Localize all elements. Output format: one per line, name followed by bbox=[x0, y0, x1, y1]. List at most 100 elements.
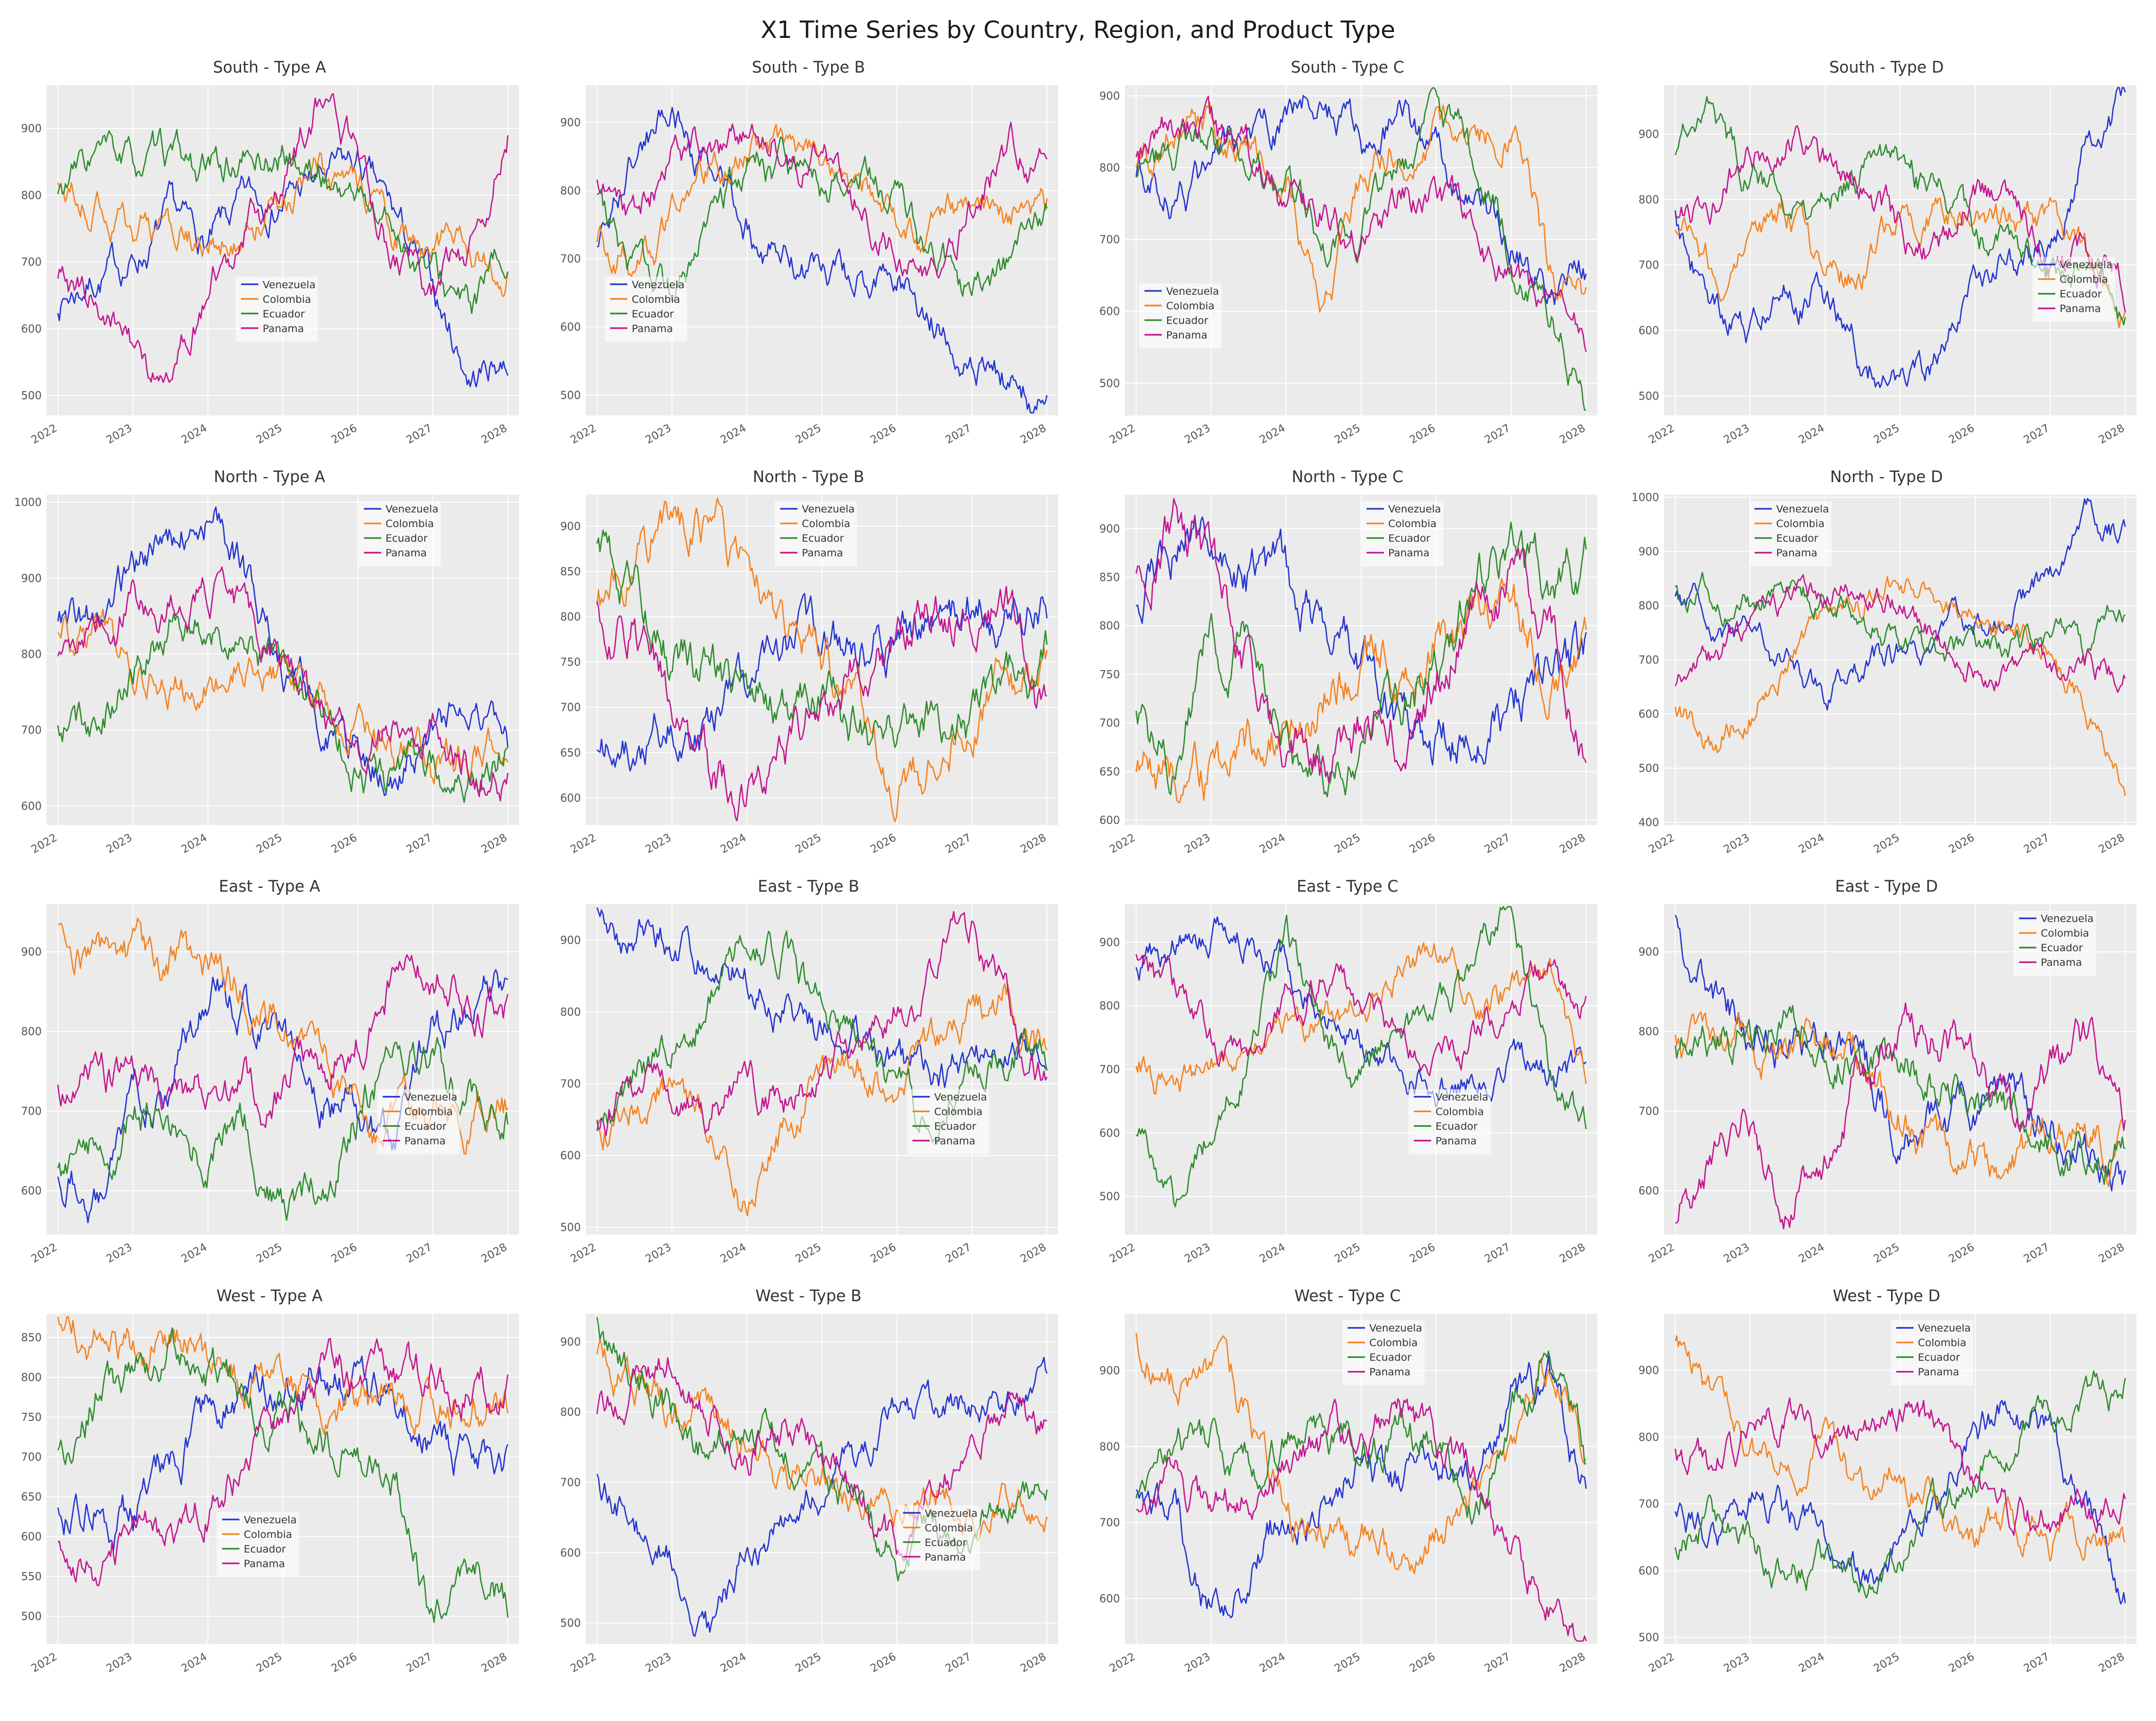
svg-text:2022: 2022 bbox=[1646, 1241, 1676, 1265]
svg-text:Ecuador: Ecuador bbox=[244, 1543, 286, 1555]
svg-text:2023: 2023 bbox=[1182, 421, 1212, 446]
svg-text:700: 700 bbox=[560, 701, 581, 714]
svg-text:Ecuador: Ecuador bbox=[632, 308, 674, 320]
svg-text:700: 700 bbox=[1638, 1105, 1659, 1118]
svg-text:600: 600 bbox=[1638, 324, 1659, 337]
svg-text:Venezuela: Venezuela bbox=[405, 1092, 458, 1103]
svg-text:Colombia: Colombia bbox=[1435, 1106, 1484, 1118]
svg-text:2024: 2024 bbox=[1257, 1650, 1287, 1675]
subplot-north-type-d: North - Type D 400 500 600 700 800 900 1000 202… bbox=[1617, 461, 2156, 871]
svg-text:2023: 2023 bbox=[1721, 831, 1751, 856]
svg-text:2022: 2022 bbox=[568, 421, 598, 446]
svg-text:600: 600 bbox=[560, 1546, 581, 1559]
svg-text:750: 750 bbox=[1099, 668, 1120, 681]
svg-text:2028: 2028 bbox=[2096, 1241, 2126, 1265]
plot-south-type-a: 500 600 700 800 900 2022 2023 2024 2025 2026 2027 2… bbox=[21, 85, 520, 446]
svg-text:750: 750 bbox=[21, 1411, 42, 1424]
svg-text:700: 700 bbox=[560, 1476, 581, 1489]
svg-text:Panama: Panama bbox=[1388, 547, 1429, 559]
svg-text:2027: 2027 bbox=[943, 831, 973, 856]
plot-north-type-a: 600 700 800 900 1000 2022 2023 2024 2025 2026 2027… bbox=[14, 495, 520, 856]
svg-text:2023: 2023 bbox=[643, 421, 674, 446]
svg-text:2027: 2027 bbox=[2021, 421, 2051, 446]
svg-text:Venezuela: Venezuela bbox=[386, 503, 439, 515]
svg-text:Venezuela: Venezuela bbox=[1918, 1322, 1971, 1334]
svg-text:900: 900 bbox=[560, 933, 581, 946]
svg-text:Colombia: Colombia bbox=[925, 1522, 973, 1534]
svg-text:2025: 2025 bbox=[793, 831, 824, 856]
svg-text:500: 500 bbox=[21, 389, 42, 402]
svg-text:2028: 2028 bbox=[1557, 831, 1588, 856]
svg-text:Venezuela: Venezuela bbox=[1166, 285, 1219, 297]
svg-text:2025: 2025 bbox=[254, 1241, 284, 1265]
svg-text:700: 700 bbox=[21, 256, 42, 269]
svg-text:700: 700 bbox=[21, 724, 42, 737]
svg-text:2027: 2027 bbox=[404, 1650, 435, 1675]
svg-text:Venezuela: Venezuela bbox=[934, 1092, 987, 1103]
subplot-south-type-a: South - Type A 500 600 700 800 900 2022 2023 20… bbox=[0, 51, 539, 461]
subplot-south-type-b: South - Type B 500 600 700 800 900 2022 2023 20… bbox=[539, 51, 1078, 461]
svg-text:2028: 2028 bbox=[2096, 1650, 2126, 1675]
svg-text:2022: 2022 bbox=[568, 831, 598, 856]
svg-text:900: 900 bbox=[1638, 128, 1659, 141]
svg-text:2025: 2025 bbox=[793, 421, 824, 446]
subplot-title: South - Type A bbox=[212, 58, 326, 76]
svg-text:2024: 2024 bbox=[179, 831, 209, 856]
svg-text:2025: 2025 bbox=[1871, 1241, 1901, 1265]
subplot-title: North - Type D bbox=[1830, 467, 1943, 486]
svg-text:600: 600 bbox=[1099, 1126, 1120, 1139]
svg-text:2023: 2023 bbox=[104, 421, 134, 446]
svg-text:Venezuela: Venezuela bbox=[2060, 259, 2113, 271]
svg-text:Colombia: Colombia bbox=[632, 294, 680, 306]
svg-text:Ecuador: Ecuador bbox=[1918, 1352, 1960, 1363]
svg-text:2023: 2023 bbox=[643, 1650, 674, 1675]
svg-text:700: 700 bbox=[1099, 1516, 1120, 1529]
svg-text:Colombia: Colombia bbox=[405, 1106, 453, 1118]
svg-text:2026: 2026 bbox=[1946, 421, 1976, 446]
svg-text:Colombia: Colombia bbox=[244, 1529, 292, 1541]
svg-text:2024: 2024 bbox=[1257, 1241, 1287, 1265]
svg-text:400: 400 bbox=[1638, 816, 1659, 829]
svg-text:800: 800 bbox=[1099, 619, 1120, 632]
svg-text:Panama: Panama bbox=[934, 1135, 975, 1147]
svg-text:Ecuador: Ecuador bbox=[2041, 942, 2083, 954]
svg-text:500: 500 bbox=[560, 388, 581, 401]
svg-text:900: 900 bbox=[1099, 1364, 1120, 1377]
svg-text:2026: 2026 bbox=[1407, 1241, 1438, 1265]
svg-text:Colombia: Colombia bbox=[1918, 1337, 1966, 1349]
svg-text:600: 600 bbox=[1638, 1184, 1659, 1197]
svg-text:2028: 2028 bbox=[1557, 1650, 1588, 1675]
svg-text:Panama: Panama bbox=[802, 547, 843, 559]
svg-text:Panama: Panama bbox=[632, 323, 673, 335]
svg-text:2025: 2025 bbox=[254, 831, 284, 856]
plot-north-type-b: 600 650 700 750 800 850 900 2022 2023 2024 2025 202… bbox=[560, 495, 1059, 856]
svg-text:Colombia: Colombia bbox=[934, 1106, 982, 1118]
svg-text:700: 700 bbox=[1638, 1497, 1659, 1510]
svg-text:800: 800 bbox=[21, 1025, 42, 1038]
svg-text:2027: 2027 bbox=[404, 421, 435, 446]
svg-text:2023: 2023 bbox=[104, 1241, 134, 1265]
svg-text:Ecuador: Ecuador bbox=[1435, 1121, 1478, 1133]
svg-text:2022: 2022 bbox=[568, 1650, 598, 1675]
svg-text:2026: 2026 bbox=[1946, 831, 1976, 856]
svg-text:Venezuela: Venezuela bbox=[1388, 503, 1441, 515]
subplot-title: East - Type B bbox=[757, 877, 859, 895]
svg-text:Colombia: Colombia bbox=[1388, 518, 1436, 530]
svg-text:2023: 2023 bbox=[1721, 1650, 1751, 1675]
svg-text:2025: 2025 bbox=[1332, 831, 1362, 856]
svg-text:2026: 2026 bbox=[1407, 1650, 1438, 1675]
svg-text:800: 800 bbox=[1099, 1440, 1120, 1453]
svg-text:800: 800 bbox=[1638, 599, 1659, 612]
svg-text:800: 800 bbox=[560, 1406, 581, 1419]
svg-text:2024: 2024 bbox=[179, 421, 209, 446]
subplot-east-type-b: East - Type B 500 600 700 800 900 2022 2023 202… bbox=[539, 871, 1078, 1280]
svg-text:900: 900 bbox=[1099, 522, 1120, 535]
subplot-title: West - Type A bbox=[216, 1287, 323, 1305]
svg-text:Venezuela: Venezuela bbox=[632, 279, 685, 291]
svg-text:Panama: Panama bbox=[263, 323, 304, 335]
svg-text:2024: 2024 bbox=[718, 831, 748, 856]
subplot-west-type-a: West - Type A 500 550 600 650 700 750 800 850 20… bbox=[0, 1280, 539, 1690]
svg-text:500: 500 bbox=[1099, 376, 1120, 389]
svg-text:500: 500 bbox=[1638, 1631, 1659, 1644]
svg-text:600: 600 bbox=[560, 791, 581, 804]
